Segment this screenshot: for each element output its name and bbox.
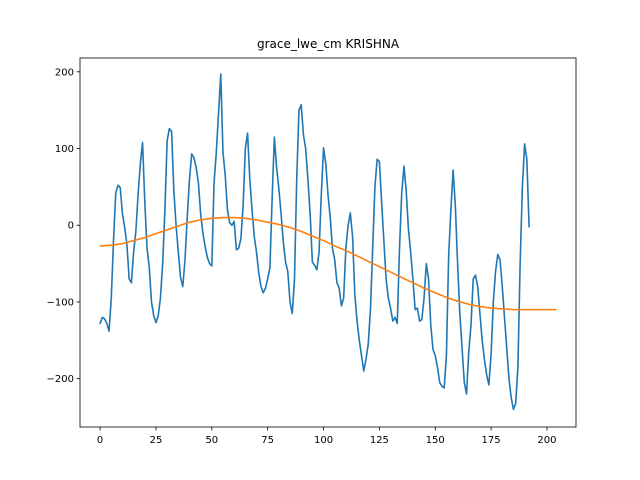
series-2-line (99, 216, 557, 311)
series-1-line (99, 73, 530, 411)
x-tick-label: 200 (537, 435, 556, 446)
x-tick-label: 0 (97, 435, 103, 446)
y-tick-label: 0 (68, 221, 74, 232)
series-layer (99, 73, 557, 411)
y-tick-label: 100 (55, 144, 74, 155)
y-axis: −200 −100 0 100 200 (47, 67, 80, 385)
x-tick-label: 25 (150, 435, 163, 446)
x-axis: 0 25 50 75 100 125 150 175 200 (97, 427, 557, 446)
x-tick-label: 150 (426, 435, 445, 446)
y-tick-label: −200 (47, 374, 74, 385)
chart-title: grace_lwe_cm KRISHNA (257, 37, 400, 51)
x-tick-label: 125 (370, 435, 389, 446)
plot-frame (79, 57, 577, 428)
x-tick-label: 75 (261, 435, 274, 446)
y-tick-label: −100 (47, 297, 74, 308)
x-tick-label: 175 (482, 435, 501, 446)
x-tick-label: 50 (205, 435, 218, 446)
x-tick-label: 100 (314, 435, 333, 446)
y-tick-label: 200 (55, 67, 74, 78)
